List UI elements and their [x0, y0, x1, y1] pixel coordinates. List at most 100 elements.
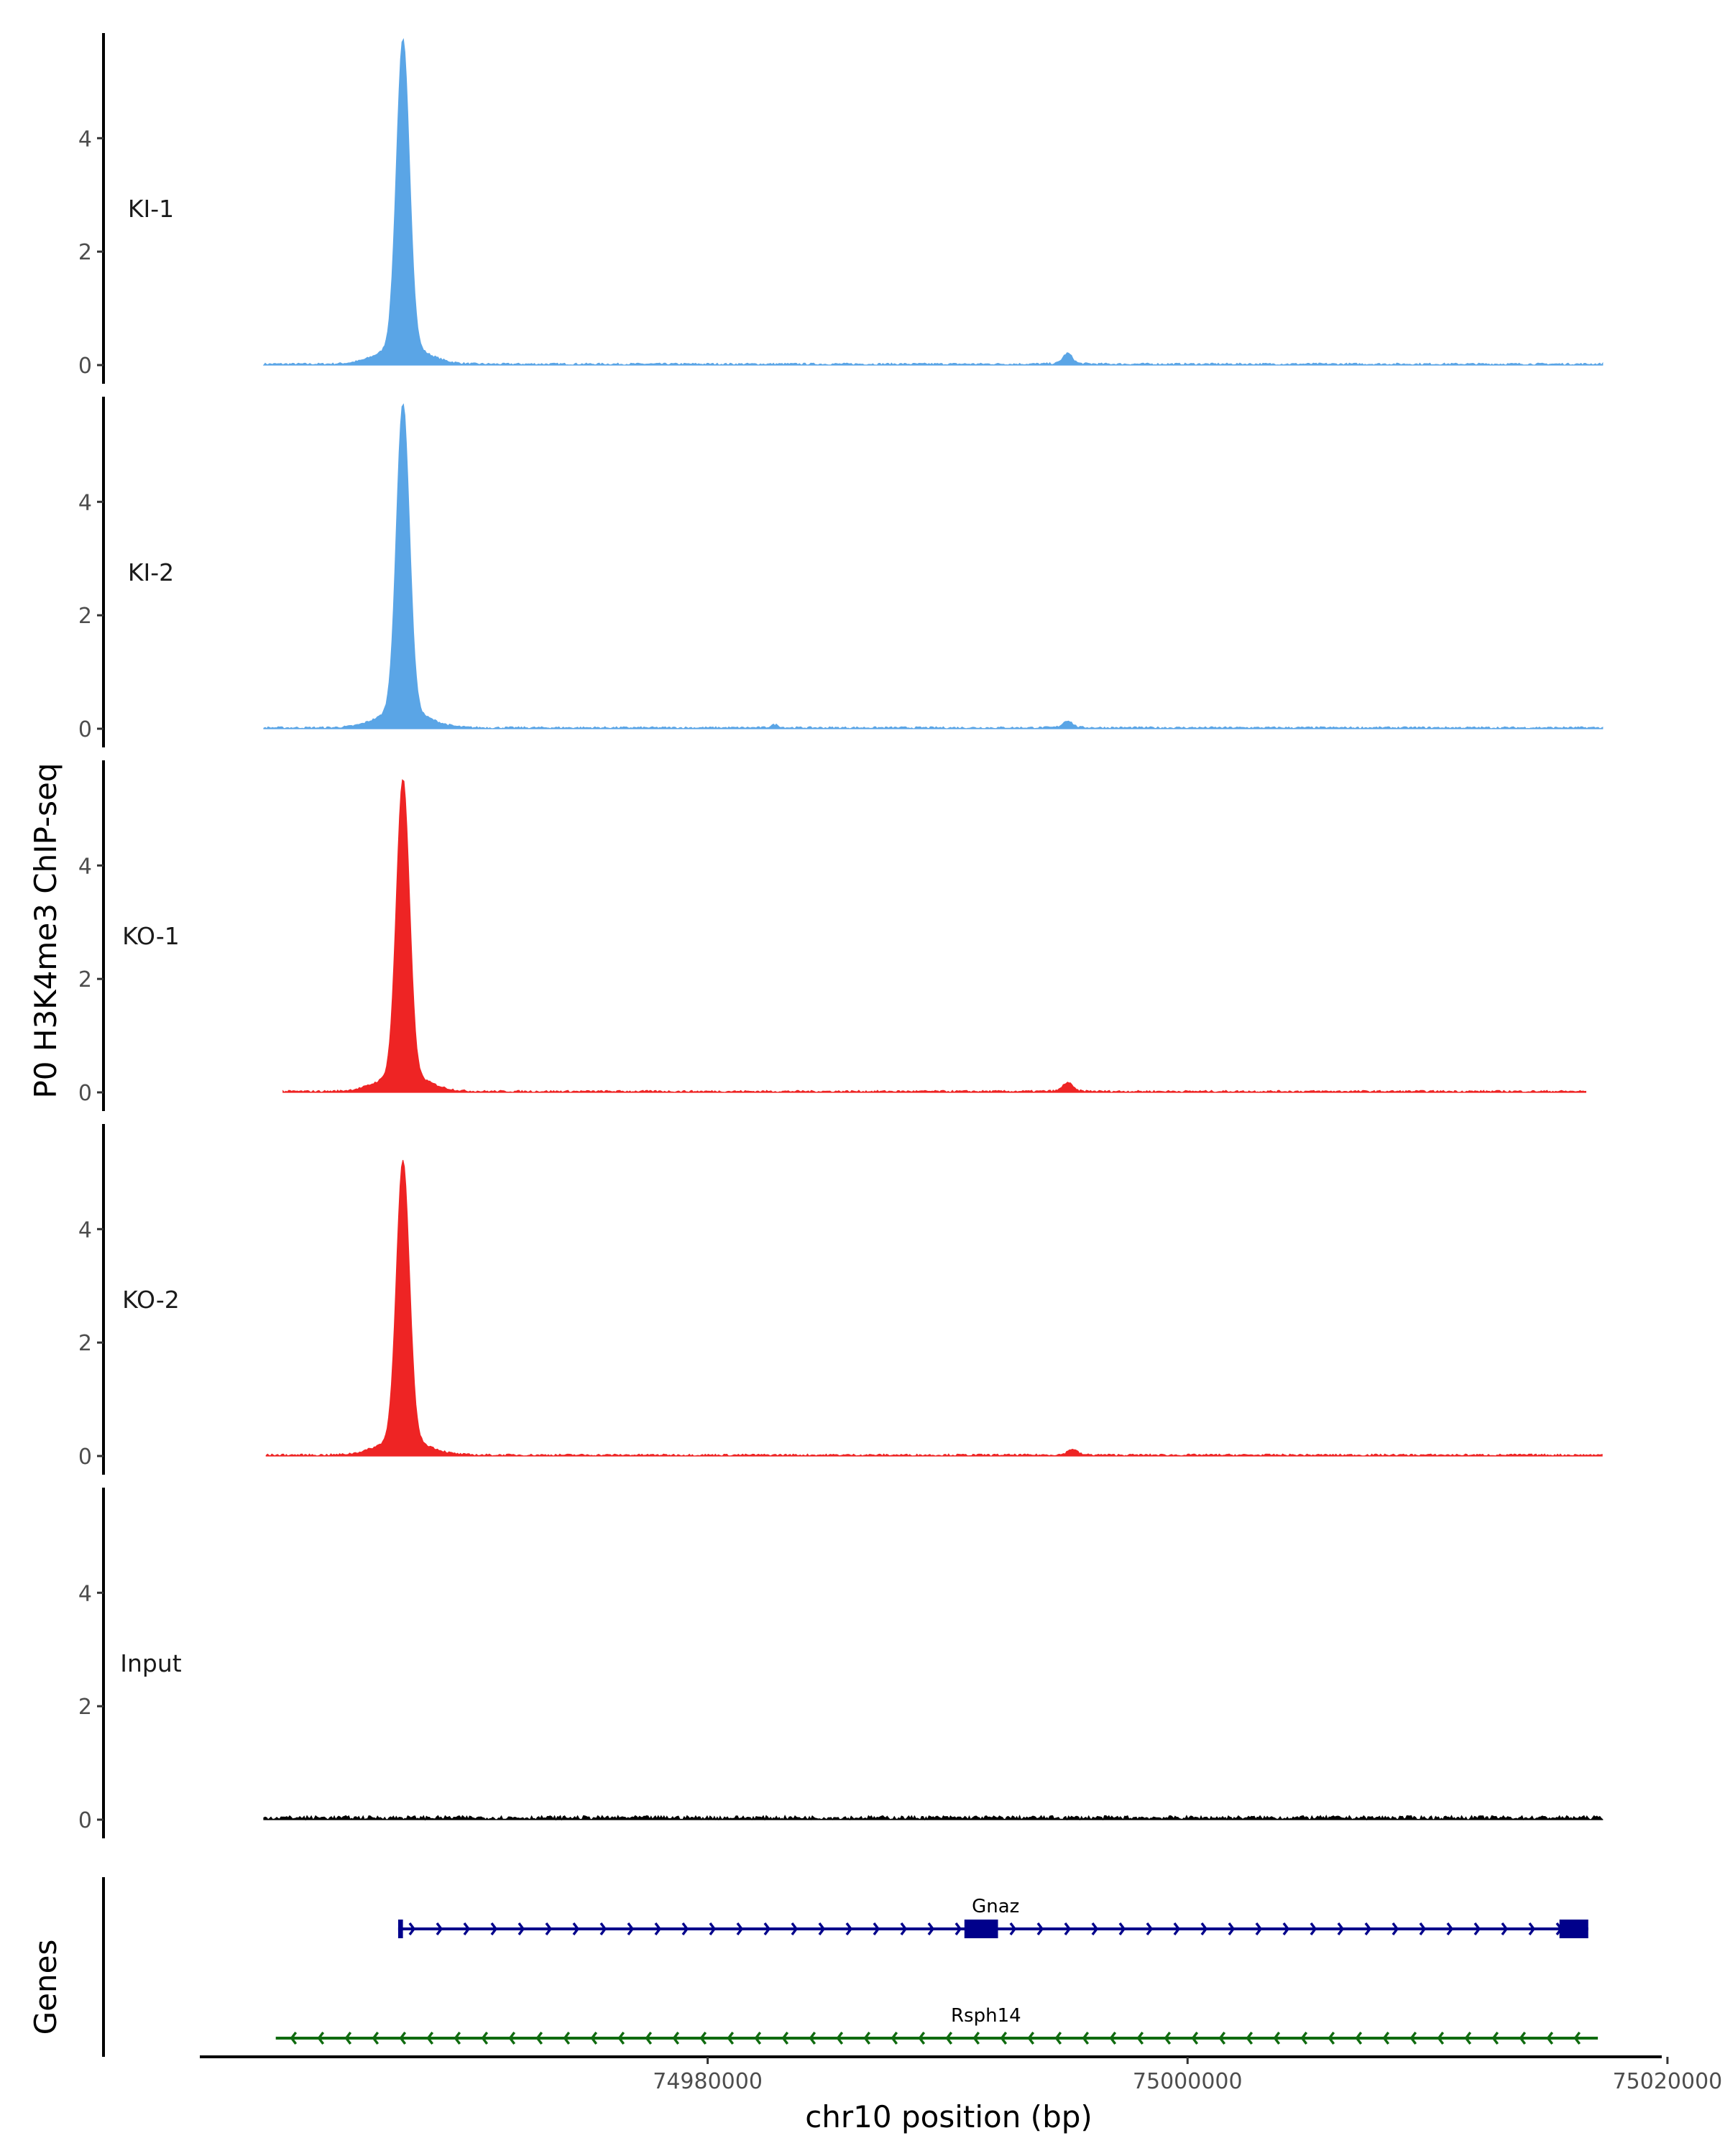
strand-arrow-right-icon	[463, 1922, 471, 1936]
strand-arrow-right-icon	[1473, 1922, 1481, 1936]
strand-arrow-left-icon	[1409, 2031, 1417, 2045]
genes-panel: Gnaz Rsph14	[102, 1877, 1598, 2057]
strand-arrow-left-icon	[1464, 2031, 1472, 2045]
y-tick-label: 4	[78, 1217, 92, 1243]
strand-arrow-left-icon	[972, 2031, 980, 2045]
strand-arrow-left-icon	[454, 2031, 461, 2045]
y-tick-label: 0	[78, 1808, 92, 1833]
strand-arrow-right-icon	[900, 1922, 908, 1936]
strand-arrow-right-icon	[1528, 1922, 1536, 1936]
strand-arrow-left-icon	[918, 2031, 926, 2045]
strand-arrow-left-icon	[1573, 2031, 1581, 2045]
strand-arrow-left-icon	[372, 2031, 380, 2045]
strand-arrow-right-icon	[1364, 1922, 1372, 1936]
strand-arrow-right-icon	[1310, 1922, 1317, 1936]
signal-area	[262, 37, 1604, 366]
gene-label: Gnaz	[972, 1896, 1019, 1917]
exon-block	[1559, 1920, 1588, 1938]
y-tick-label: 0	[78, 1081, 92, 1106]
track-ko-2: 0 2 4 KO-2	[78, 1124, 1603, 1475]
strand-arrow-right-icon	[736, 1922, 744, 1936]
strand-arrow-right-icon	[1337, 1922, 1345, 1936]
strand-arrow-right-icon	[1282, 1922, 1290, 1936]
track-label: KO-2	[122, 1286, 180, 1314]
strand-arrow-right-icon	[1118, 1922, 1126, 1936]
y-tick-label: 2	[78, 240, 92, 265]
strand-arrow-right-icon	[954, 1922, 962, 1936]
x-tick-label: 74980000	[653, 2069, 763, 2094]
strand-arrow-left-icon	[344, 2031, 352, 2045]
y-tick-label: 4	[78, 854, 92, 879]
strand-arrow-right-icon	[518, 1922, 525, 1936]
strand-arrow-right-icon	[873, 1922, 880, 1936]
strand-arrow-left-icon	[508, 2031, 516, 2045]
strand-arrow-right-icon	[599, 1922, 607, 1936]
x-tick-label: 75020000	[1613, 2069, 1723, 2094]
strand-arrow-left-icon	[1328, 2031, 1335, 2045]
signal-area	[282, 779, 1586, 1093]
strand-arrow-left-icon	[1191, 2031, 1199, 2045]
strand-arrow-right-icon	[1228, 1922, 1236, 1936]
track-ki-2: 0 2 4 KI-2	[78, 397, 1604, 747]
strand-arrow-left-icon	[1136, 2031, 1144, 2045]
strand-arrow-right-icon	[763, 1922, 771, 1936]
track-ko-1: 0 2 4 KO-1	[78, 760, 1586, 1111]
y-axis-title: P0 H3K4me3 ChIP-seq	[28, 763, 63, 1098]
strand-arrow-left-icon	[1082, 2031, 1090, 2045]
strand-arrow-right-icon	[818, 1922, 826, 1936]
strand-arrow-right-icon	[1200, 1922, 1208, 1936]
strand-arrow-right-icon	[791, 1922, 799, 1936]
strand-arrow-right-icon	[627, 1922, 635, 1936]
strand-arrow-left-icon	[781, 2031, 789, 2045]
strand-arrow-right-icon	[1446, 1922, 1454, 1936]
y-tick-label: 2	[78, 604, 92, 629]
strand-arrow-left-icon	[1382, 2031, 1390, 2045]
y-tick-label: 4	[78, 126, 92, 152]
strand-arrow-left-icon	[1109, 2031, 1117, 2045]
track-label: KI-2	[128, 558, 174, 586]
strand-arrow-right-icon	[1501, 1922, 1509, 1936]
strand-arrow-left-icon	[426, 2031, 434, 2045]
tracks-layer: 0 2 4 KI-1 0 2 4 KI-2 0 2 4 KO-1 0 2 4 KO-2 0 2 4 Input	[78, 33, 1604, 1838]
strand-arrow-right-icon	[681, 1922, 689, 1936]
strand-arrow-left-icon	[672, 2031, 680, 2045]
strand-arrow-left-icon	[1027, 2031, 1035, 2045]
strand-arrow-left-icon	[1164, 2031, 1172, 2045]
strand-arrow-right-icon	[1091, 1922, 1099, 1936]
exon-block	[397, 1920, 403, 1938]
strand-arrow-left-icon	[1519, 2031, 1527, 2045]
strand-arrow-left-icon	[1000, 2031, 1008, 2045]
track-label: Input	[120, 1649, 182, 1677]
y-tick-label: 2	[78, 1331, 92, 1356]
strand-arrow-right-icon	[436, 1922, 443, 1936]
strand-arrow-left-icon	[590, 2031, 598, 2045]
x-tick-label: 75000000	[1133, 2069, 1243, 2094]
y-tick-label: 2	[78, 967, 92, 992]
gene-gnaz: Gnaz	[397, 1896, 1588, 1938]
strand-arrow-left-icon	[1246, 2031, 1254, 2045]
strand-arrow-left-icon	[563, 2031, 571, 2045]
strand-arrow-right-icon	[709, 1922, 717, 1936]
strand-arrow-right-icon	[572, 1922, 580, 1936]
exon-block	[964, 1920, 998, 1938]
y-tick-label: 4	[78, 490, 92, 515]
track-ki-1: 0 2 4 KI-1	[78, 33, 1604, 384]
strand-arrow-right-icon	[1146, 1922, 1154, 1936]
y-tick-label: 4	[78, 1581, 92, 1606]
strand-arrow-left-icon	[1300, 2031, 1308, 2045]
strand-arrow-right-icon	[1392, 1922, 1399, 1936]
strand-arrow-left-icon	[290, 2031, 298, 2045]
strand-arrow-right-icon	[490, 1922, 498, 1936]
strand-arrow-left-icon	[1437, 2031, 1445, 2045]
strand-arrow-left-icon	[317, 2031, 325, 2045]
strand-arrow-left-icon	[1355, 2031, 1363, 2045]
strand-arrow-right-icon	[845, 1922, 853, 1936]
strand-arrow-left-icon	[645, 2031, 653, 2045]
strand-arrow-right-icon	[654, 1922, 662, 1936]
strand-arrow-right-icon	[1064, 1922, 1072, 1936]
strand-arrow-left-icon	[945, 2031, 953, 2045]
y-tick-label: 0	[78, 1445, 92, 1470]
strand-arrow-left-icon	[535, 2031, 543, 2045]
